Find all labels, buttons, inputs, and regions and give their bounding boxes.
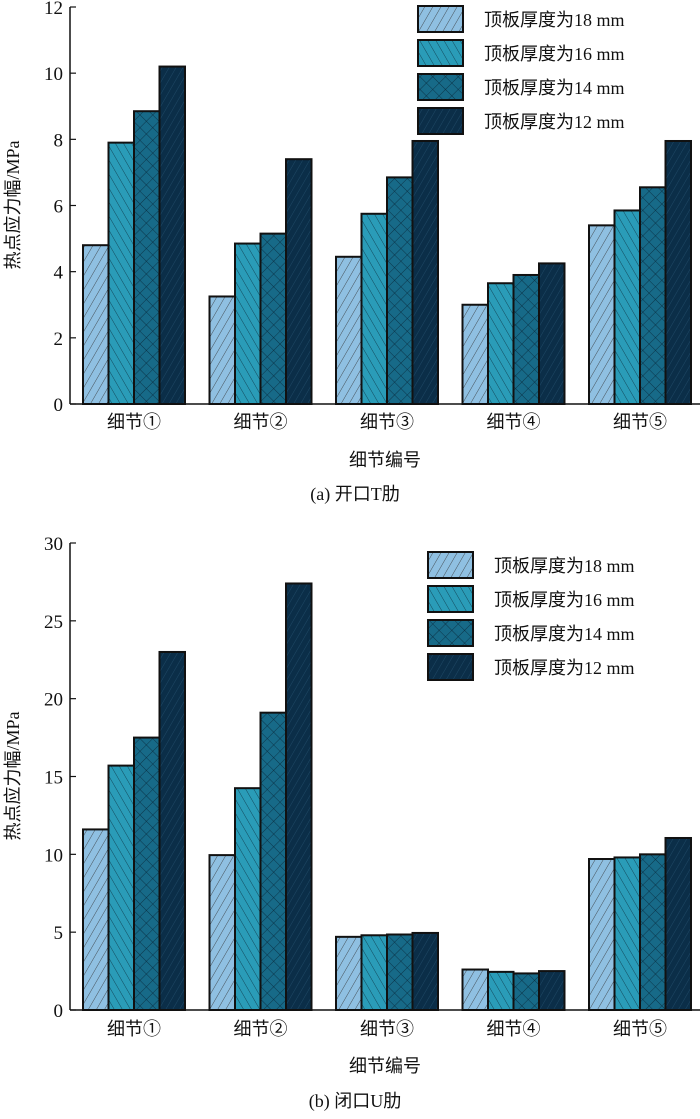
bar-s1-c1	[82, 828, 110, 1012]
bar-s1-c4	[461, 968, 489, 1012]
bar-s1-c2	[208, 295, 236, 405]
legend-label-3: 顶板厚度为14 mm	[484, 78, 625, 98]
bar-s4-c4	[538, 970, 566, 1011]
bar-s1-c1	[82, 244, 110, 405]
legend-swatch-1	[427, 551, 474, 579]
y-tick-label: 20	[44, 690, 63, 711]
bar-s1-c5	[588, 224, 616, 405]
y-tick-label: 8	[54, 130, 64, 151]
legend-label-2: 顶板厚度为16 mm	[484, 44, 625, 64]
bar-s2-c2	[234, 242, 262, 405]
bar-s4-c3	[411, 139, 439, 406]
bar-s4-c2	[285, 582, 313, 1011]
bar-s2-c3	[360, 212, 388, 405]
chart-b-closed-u-rib: 0 5 10 15 20 25 30 细节① 细节② 细节③ 细节④ 细节⑤ 细节编号 热点应力幅/MPa…	[3, 534, 700, 1112]
bar-s1-c3	[335, 935, 363, 1011]
bar-s4-c5	[664, 836, 692, 1012]
bar-s2-c4	[487, 970, 515, 1012]
bar-s3-c5	[639, 853, 667, 1011]
legend-swatch-4	[417, 107, 464, 135]
y-tick-label: 12	[44, 0, 63, 19]
x-axis-label: 细节编号	[349, 450, 421, 470]
bar-s2-c5	[613, 856, 641, 1011]
legend-label-2: 顶板厚度为16 mm	[494, 590, 635, 610]
chart-a-open-t-rib: 0 2 4 6 8 10 12 细节① 细节② 细节③ 细节④ 细节⑤ 细节编号 热点应力幅/MPa (a)…	[3, 0, 700, 505]
legend-swatch-3	[427, 619, 474, 647]
bar-s4-c1	[158, 650, 186, 1011]
bar-s2-c3	[360, 934, 388, 1012]
x-tick-label: 细节④	[487, 412, 541, 432]
legend-swatch-2	[427, 585, 474, 613]
bar-s3-c4	[512, 273, 540, 405]
x-axis-label: 细节编号	[349, 1056, 421, 1076]
y-tick-label: 6	[54, 197, 64, 218]
bar-s3-c2	[259, 711, 287, 1012]
legend-swatch-2	[417, 39, 464, 67]
y-tick-label: 2	[54, 329, 64, 350]
legend-swatch-3	[417, 73, 464, 101]
y-tick-label: 0	[54, 1001, 64, 1022]
x-tick-label: 细节①	[107, 1019, 161, 1039]
bar-s3-c1	[133, 736, 161, 1011]
chart-caption: (b) 闭口U肋	[309, 1091, 402, 1112]
y-axis-label: 热点应力幅/MPa	[3, 711, 23, 840]
legend-label-4: 顶板厚度为12 mm	[494, 658, 635, 678]
x-tick-label: 细节④	[487, 1019, 541, 1039]
x-tick-label: 细节①	[107, 412, 161, 432]
y-tick-label: 5	[54, 923, 64, 944]
bar-s2-c2	[234, 787, 262, 1011]
bar-s4-c5	[664, 139, 692, 406]
x-tick-label: 细节②	[234, 1019, 288, 1039]
y-tick-label: 15	[44, 768, 63, 789]
bar-s1-c3	[335, 255, 363, 406]
bar-s3-c5	[639, 186, 667, 405]
bar-s1-c4	[461, 303, 489, 405]
x-tick-label: 细节③	[360, 412, 414, 432]
x-tick-label: 细节③	[360, 1019, 414, 1039]
bar-s2-c1	[107, 764, 135, 1011]
legend-swatch-1	[417, 5, 464, 33]
y-tick-label: 10	[44, 64, 63, 85]
x-tick-label: 细节⑤	[613, 1019, 667, 1039]
bar-s2-c4	[487, 282, 515, 405]
bar-s4-c1	[158, 65, 186, 406]
y-tick-label: 25	[44, 612, 63, 633]
x-tick-label: 细节⑤	[613, 412, 667, 432]
bar-s4-c3	[411, 931, 439, 1012]
bar-s3-c1	[133, 110, 161, 406]
y-tick-label: 10	[44, 845, 63, 866]
bar-s1-c5	[588, 858, 616, 1012]
bar-s2-c1	[107, 141, 135, 405]
x-tick-label: 细节②	[234, 412, 288, 432]
bar-s3-c3	[386, 176, 414, 405]
y-tick-label: 30	[44, 534, 63, 555]
bar-s4-c2	[285, 158, 313, 405]
legend-swatch-4	[427, 653, 474, 681]
legend-label-1: 顶板厚度为18 mm	[494, 556, 635, 576]
y-tick-label: 0	[54, 395, 64, 416]
y-axis-label: 热点应力幅/MPa	[3, 140, 23, 269]
bar-s4-c4	[538, 262, 566, 406]
legend-label-1: 顶板厚度为18 mm	[484, 10, 625, 30]
chart-caption: (a) 开口T肋	[310, 484, 399, 505]
bar-s1-c2	[208, 854, 236, 1012]
y-tick-label: 4	[54, 263, 64, 284]
legend-label-3: 顶板厚度为14 mm	[494, 624, 635, 644]
bar-s3-c4	[512, 972, 540, 1011]
bar-s2-c5	[613, 209, 641, 405]
bar-s3-c2	[259, 232, 287, 405]
bar-s3-c3	[386, 933, 414, 1011]
legend-label-4: 顶板厚度为12 mm	[484, 112, 625, 132]
